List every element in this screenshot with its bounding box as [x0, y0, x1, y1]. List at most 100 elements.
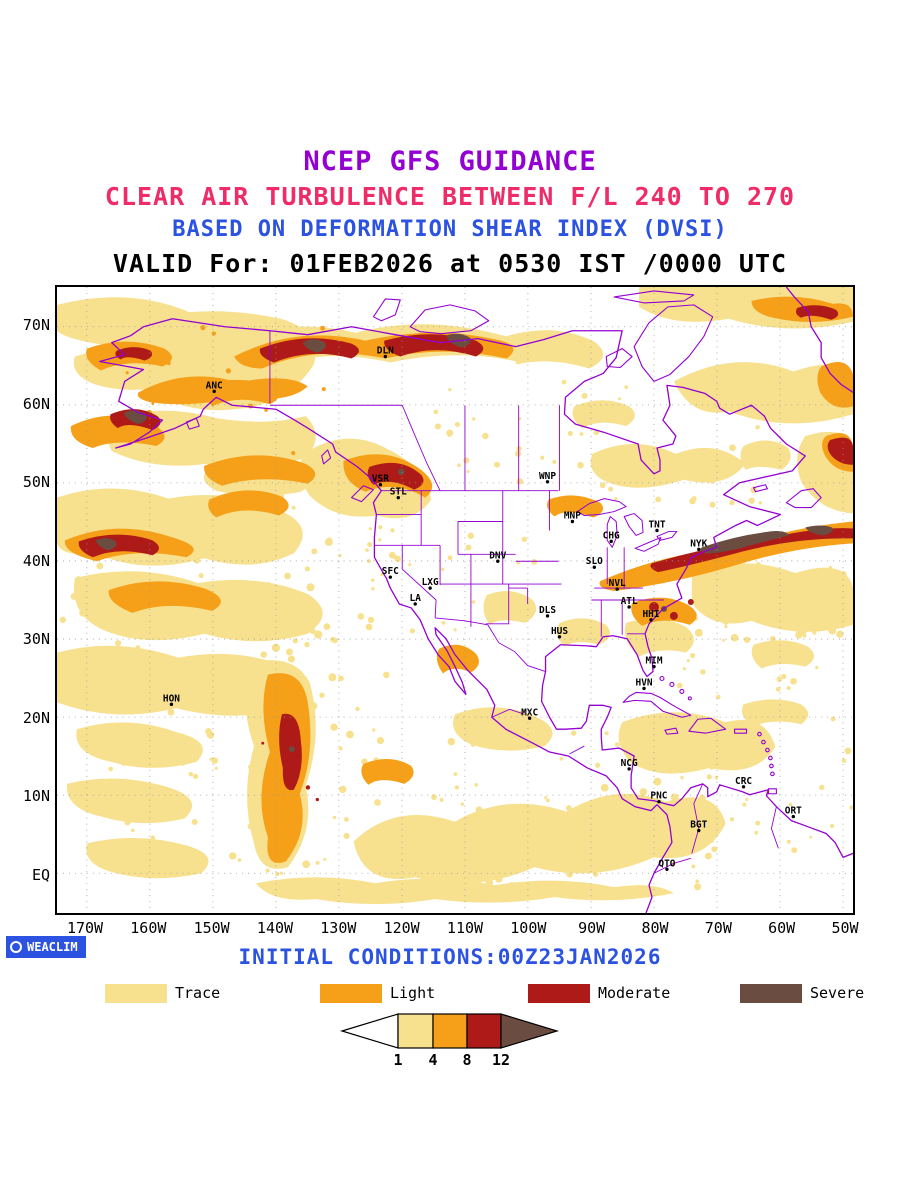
map-frame: ANC DLN VSR STL WNP MNP CHG TNT NYK DNV SLO SFC LXG N… — [55, 285, 855, 915]
speckle — [564, 866, 570, 871]
station-marker-DLN — [383, 354, 388, 359]
speckle — [755, 561, 761, 568]
speckle — [593, 412, 600, 420]
speckle — [693, 883, 702, 891]
y-axis-label-EQ: EQ — [31, 865, 50, 884]
speckle — [614, 496, 618, 501]
speckle — [698, 794, 706, 803]
speckle — [514, 450, 522, 457]
speckle — [680, 644, 686, 650]
station-marker-HHI — [649, 618, 653, 622]
map-shape — [691, 783, 704, 854]
x-axis-label-120W: 120W — [383, 919, 420, 937]
station-label-LA: LA — [410, 593, 422, 604]
speckle — [676, 682, 683, 689]
map-shape — [483, 591, 537, 625]
station-label-ORT: ORT — [785, 806, 802, 817]
map-shape — [805, 525, 833, 536]
map-shape — [687, 599, 694, 605]
speckle — [457, 463, 461, 468]
speckle — [180, 761, 186, 766]
station-marker-NYK — [697, 547, 701, 552]
speckle — [788, 802, 793, 807]
map-shape — [115, 347, 153, 361]
speckle — [646, 843, 650, 847]
map-shape — [397, 468, 405, 476]
map-shape — [208, 490, 289, 518]
station-label-PNC: PNC — [650, 791, 667, 802]
speckle — [319, 692, 325, 698]
speckle — [225, 368, 231, 374]
speckle — [781, 673, 787, 679]
speckle — [617, 460, 624, 467]
speckle — [830, 716, 836, 722]
speckle — [694, 628, 703, 637]
speckle — [467, 532, 474, 539]
speckle — [737, 596, 745, 604]
speckle — [552, 459, 557, 464]
map-shape — [623, 513, 644, 536]
station-label-MXC: MXC — [521, 707, 538, 718]
station-marker-SFC — [388, 575, 393, 579]
speckle — [575, 890, 579, 894]
speckle — [559, 756, 564, 761]
colorbar: 1 4 8 12 — [339, 1013, 560, 1068]
speckle — [700, 669, 706, 675]
speckle — [471, 600, 476, 604]
station-label-STL: STL — [390, 487, 407, 498]
speckle — [828, 565, 833, 570]
speckle — [601, 457, 608, 464]
speckle — [743, 636, 751, 643]
station-label-NCG: NCG — [621, 758, 638, 769]
speckle — [754, 830, 759, 835]
severe-turbulence-layer — [95, 333, 833, 753]
speckle — [566, 870, 573, 878]
map-shape — [633, 304, 714, 382]
speckle — [344, 817, 349, 822]
speckle — [593, 429, 599, 436]
station-label-TNT: TNT — [648, 519, 665, 530]
speckle — [264, 408, 268, 412]
speckle — [840, 570, 847, 578]
map-shape — [761, 739, 766, 745]
speckle — [367, 616, 375, 624]
speckle — [181, 808, 188, 815]
speckle — [304, 641, 310, 648]
speckle — [776, 676, 783, 682]
speckle — [670, 793, 679, 802]
speckle — [179, 801, 188, 809]
colorbar-tick-8: 8 — [462, 1051, 471, 1068]
speckle — [792, 714, 797, 719]
map-shape — [767, 788, 777, 795]
map-shape — [185, 417, 200, 430]
legend-label-trace: Trace — [175, 984, 221, 1002]
station-marker-TNT — [655, 528, 659, 533]
speckle — [247, 823, 254, 830]
speckle — [509, 881, 515, 887]
speckle — [738, 569, 744, 576]
station-label-HUS: HUS — [551, 626, 568, 637]
station-label-MIM: MIM — [645, 656, 662, 667]
map-shape — [650, 528, 853, 573]
station-marker-STL — [396, 495, 400, 500]
map-shape — [409, 304, 490, 335]
x-axis-label-170W: 170W — [66, 919, 104, 937]
speckle — [454, 421, 460, 428]
map-shape — [485, 584, 510, 625]
speckle — [617, 397, 622, 401]
speckle — [640, 852, 648, 860]
station-marker-HON — [169, 702, 174, 707]
colorbar-segment-trace — [397, 1013, 434, 1049]
map-shape — [321, 449, 332, 465]
speckle — [408, 563, 412, 567]
legend-swatch-moderate — [528, 984, 590, 1003]
speckle — [711, 846, 718, 853]
speckle — [466, 469, 470, 474]
map-shape — [353, 793, 726, 884]
speckle — [380, 572, 384, 577]
speckle — [841, 758, 847, 763]
speckle — [610, 409, 615, 414]
map-shape — [434, 599, 437, 618]
map-shape — [751, 640, 815, 669]
